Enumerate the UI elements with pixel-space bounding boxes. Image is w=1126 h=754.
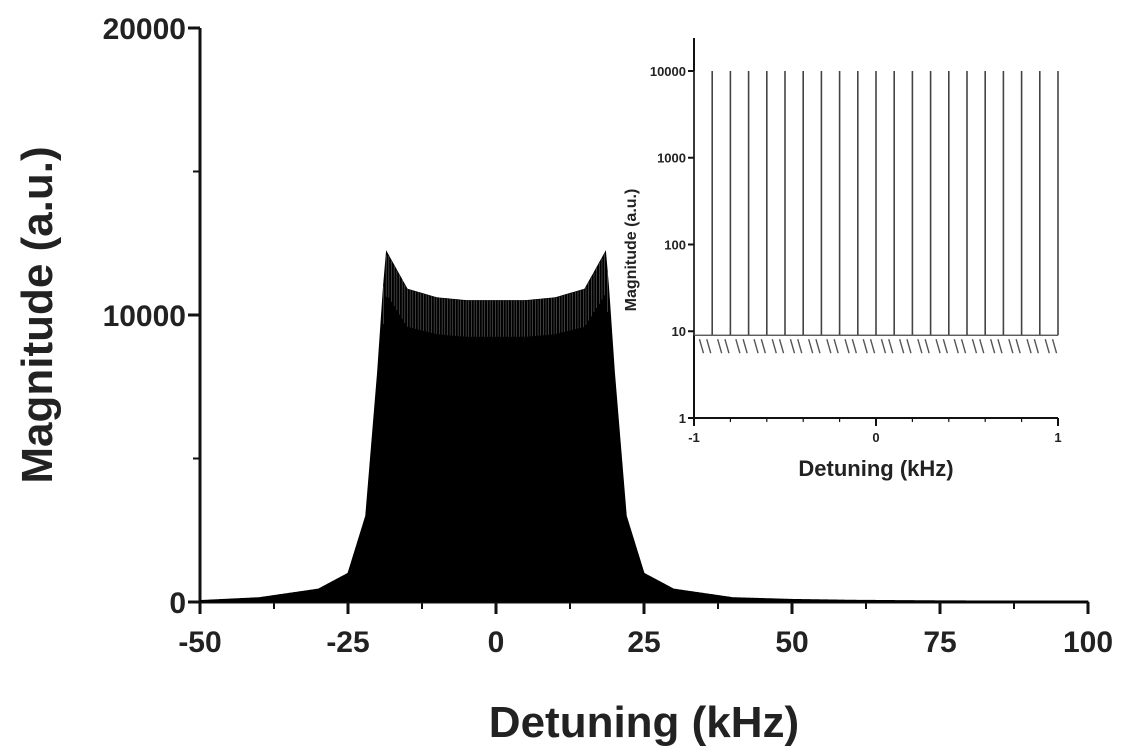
main-x-ticks: -50 -25 0 25 50 75 100	[178, 602, 1113, 659]
main-y-ticks: 0 10000 20000	[103, 13, 200, 620]
inset-sidelobe	[1051, 339, 1058, 354]
inset-y-tick-label: 1000	[657, 151, 686, 166]
inset-sidelobe	[979, 339, 985, 354]
main-y-tick-label: 0	[169, 587, 186, 620]
inset-sidelobe	[906, 339, 912, 354]
main-x-tick-label: -50	[178, 626, 221, 659]
inset-x-tick-label: 1	[1054, 430, 1061, 445]
inset-sidelobe	[698, 339, 705, 354]
inset-x-axis-title: Detuning (kHz)	[798, 456, 953, 481]
inset-sidelobe	[935, 339, 941, 354]
inset-sidelobe	[807, 339, 814, 354]
inset-x-tick-label: 0	[872, 430, 879, 445]
main-x-axis-title: Detuning (kHz)	[489, 698, 799, 747]
main-series-area	[199, 250, 1089, 603]
main-x-tick-label: 50	[775, 626, 808, 659]
inset-x-tick-label: -1	[688, 430, 700, 445]
inset-y-tick-label: 100	[664, 237, 686, 252]
inset-sidelobe	[869, 339, 876, 354]
main-y-tick-label: 10000	[103, 300, 186, 333]
inset-sidelobe	[789, 339, 796, 354]
inset-sidelobe	[771, 339, 777, 354]
inset-data-layer	[693, 70, 1059, 354]
main-x-tick-label: 100	[1063, 626, 1113, 659]
main-x-tick-label: 75	[923, 626, 956, 659]
inset-plot: -1 0 1 1 10 100 1000 10000 Detuning (kHz) Magn…	[623, 38, 1062, 481]
inset-sidelobe	[888, 339, 894, 354]
main-x-tick-label: -25	[326, 626, 369, 659]
inset-sidelobe	[1008, 339, 1014, 354]
inset-x-ticks: -1 0 1	[688, 418, 1062, 445]
inset-sidelobe	[1044, 339, 1050, 354]
inset-y-tick-label: 1	[679, 411, 686, 426]
inset-y-ticks: 1 10 100 1000 10000	[650, 64, 694, 426]
inset-y-tick-label: 10000	[650, 64, 686, 79]
inset-sidelobe	[997, 339, 1003, 354]
inset-sidelobe	[1026, 339, 1032, 354]
inset-y-tick-label: 10	[672, 324, 686, 339]
main-x-tick-label: 0	[488, 626, 505, 659]
inset-y-axis-title: Magnitude (a.u.)	[623, 189, 640, 312]
inset-sidelobe	[880, 339, 887, 354]
inset-sidelobe	[917, 339, 923, 354]
inset-sidelobe	[826, 339, 832, 354]
inset-sidelobe	[971, 339, 978, 354]
inset-sidelobe	[778, 339, 785, 354]
inset-sidelobe	[742, 339, 748, 354]
inset-sidelobe	[797, 339, 803, 354]
inset-sidelobe	[924, 339, 930, 354]
inset-sidelobe	[735, 339, 741, 354]
inset-sidelobe	[898, 339, 905, 354]
inset-sidelobe	[851, 339, 858, 354]
inset-sidelobe	[953, 339, 959, 354]
main-series-fringe	[383, 253, 608, 337]
inset-sidelobe	[760, 339, 767, 354]
main-y-tick-label: 20000	[103, 13, 186, 46]
inset-sidelobe	[706, 339, 712, 354]
inset-sidelobe	[753, 339, 759, 354]
inset-sidelobe	[724, 339, 730, 354]
main-x-tick-label: 25	[627, 626, 660, 659]
inset-sidelobe	[960, 339, 967, 354]
inset-sidelobe	[1033, 339, 1040, 354]
main-data-layer	[199, 250, 1089, 603]
inset-sidelobe	[844, 339, 850, 354]
inset-sidelobe	[833, 339, 839, 354]
inset-sidelobe	[815, 339, 821, 354]
inset-sidelobe	[716, 339, 723, 354]
inset-sidelobe	[942, 339, 949, 354]
inset-sidelobe	[989, 339, 996, 354]
inset-sidelobe	[1015, 339, 1021, 354]
inset-sidelobe	[862, 339, 868, 354]
main-y-axis-title: Magnitude (a.u.)	[13, 146, 62, 483]
